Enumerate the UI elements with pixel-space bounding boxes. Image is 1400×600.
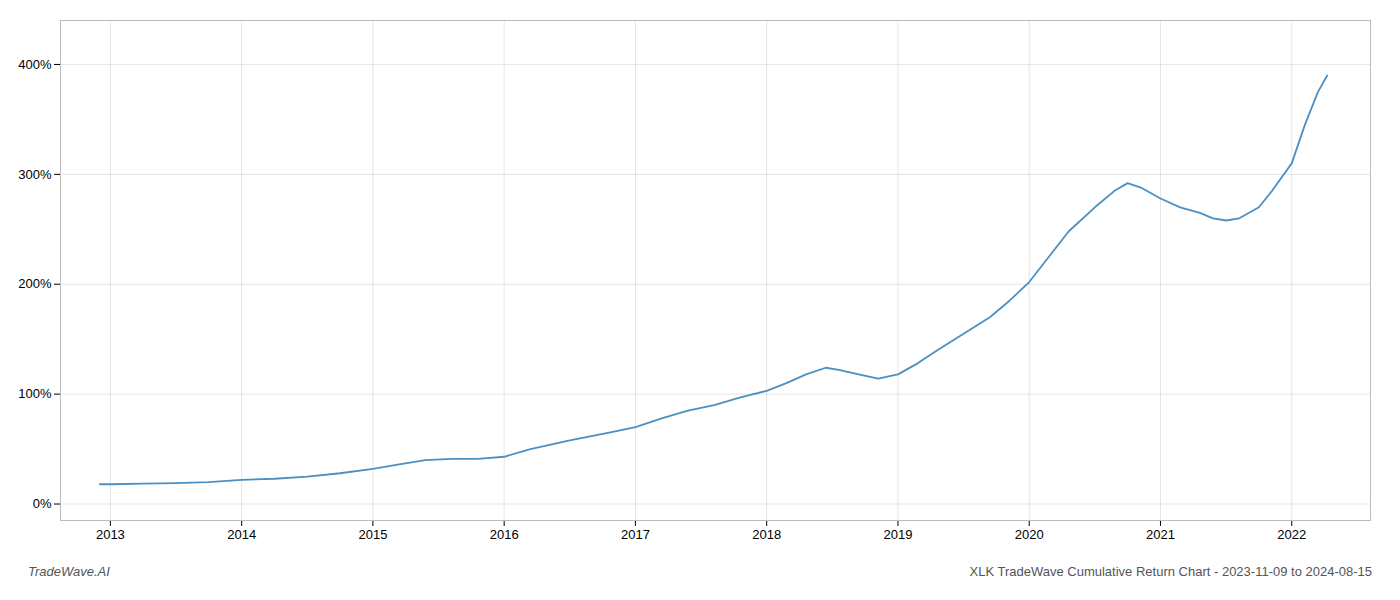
svg-text:2014: 2014 — [227, 527, 256, 542]
svg-text:2017: 2017 — [621, 527, 650, 542]
svg-text:0%: 0% — [33, 496, 52, 511]
svg-text:200%: 200% — [18, 276, 52, 291]
svg-text:300%: 300% — [18, 167, 52, 182]
svg-text:2020: 2020 — [1015, 527, 1044, 542]
svg-text:2016: 2016 — [490, 527, 519, 542]
html-text:TradeWave.AI: TradeWave.AI — [28, 564, 110, 579]
svg-text:2018: 2018 — [752, 527, 781, 542]
svg-text:400%: 400% — [18, 57, 52, 72]
svg-text:2013: 2013 — [96, 527, 125, 542]
svg-text:2022: 2022 — [1277, 527, 1306, 542]
svg-text:2019: 2019 — [883, 527, 912, 542]
html-text:XLK TradeWave Cumulative Retur: XLK TradeWave Cumulative Return Chart - … — [969, 564, 1372, 579]
svg-text:2015: 2015 — [358, 527, 387, 542]
svg-text:2021: 2021 — [1146, 527, 1175, 542]
svg-text:100%: 100% — [18, 386, 52, 401]
